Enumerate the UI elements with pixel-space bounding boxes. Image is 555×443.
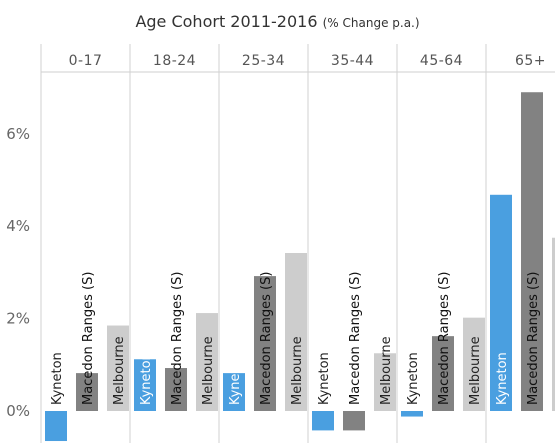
chart-title-subtitle: (% Change p.a.) <box>322 16 420 30</box>
bar-melbourne-45-64 <box>463 317 485 411</box>
bar-macedon-ranges-s--45-64 <box>432 336 454 411</box>
panel-header-label: 35-44 <box>331 53 374 69</box>
bar-series-label: Kyneton <box>228 352 243 405</box>
panel-header-label: 0-17 <box>69 53 103 69</box>
panel-25-34: 25-34 Kyneton Macedon Ranges (S) Melbourne <box>218 44 307 443</box>
bar-series-label: Kyneton <box>495 352 510 405</box>
bar-macedon-ranges-s--18-24 <box>165 368 187 411</box>
bar-series-label: Melbourne <box>112 336 127 405</box>
bar-macedon-ranges-s--25-34 <box>254 276 276 411</box>
bar-macedon-ranges-s--35-44 <box>343 411 365 431</box>
panel-0-17: 0-17 Kyneton Macedon Ranges (S) Melbourne <box>40 44 129 443</box>
panel-18-24: 18-24 Kyneton Macedon Ranges (S) Melbourne <box>129 44 218 443</box>
panel-header-label: 25-34 <box>242 53 285 69</box>
bar-series-label: Macedon Ranges (S) <box>259 272 274 405</box>
y-tick-label: 0% <box>6 402 30 420</box>
bar-kyneton-45-64 <box>401 411 423 417</box>
bar-melbourne-25-34 <box>285 252 307 411</box>
y-tick-label: 4% <box>6 217 30 235</box>
bar-kyneton-65+ <box>490 194 512 411</box>
panel-header-label: 45-64 <box>420 53 463 69</box>
bar-series-label: Kyneton <box>406 352 421 405</box>
panel-header-label: 18-24 <box>153 53 196 69</box>
y-axis: 0% 2% 4% 6% <box>6 125 30 420</box>
bar-melbourne-35-44 <box>374 353 396 411</box>
bar-series-label: Melbourne <box>290 336 305 405</box>
bar-kyneton-18-24 <box>134 359 156 411</box>
panel-35-44: 35-44 Kyneton Macedon Ranges (S) Melbourne <box>307 44 396 443</box>
bar-series-label: Macedon Ranges (S) <box>81 272 96 405</box>
bar-series-label: Kyneton <box>139 352 154 405</box>
bar-series-label: Melbourne <box>201 336 216 405</box>
bar-series-label: Melbourne <box>379 336 394 405</box>
bar-macedon-ranges-s--65+ <box>521 92 543 411</box>
bar-kyneton-0-17 <box>45 411 67 442</box>
bar-series-label: Kyneton <box>50 352 65 405</box>
panel-header-label: 65+ <box>515 53 546 69</box>
bar-melbourne-18-24 <box>196 313 218 411</box>
y-tick-label: 6% <box>6 125 30 143</box>
y-tick-label: 2% <box>6 310 30 328</box>
bar-macedon-ranges-s--0-17 <box>76 373 98 411</box>
chart-title: Age Cohort 2011-2016 (% Change p.a.) <box>0 12 555 31</box>
bar-melbourne-65+ <box>552 237 555 411</box>
bar-melbourne-0-17 <box>107 325 129 411</box>
bar-kyneton-35-44 <box>312 411 334 431</box>
panel-45-64: 45-64 Kyneton Macedon Ranges (S) Melbourne <box>396 44 485 443</box>
bar-series-label: Macedon Ranges (S) <box>437 272 452 405</box>
bar-kyneton-25-34 <box>223 373 245 411</box>
bar-series-label: Macedon Ranges (S) <box>348 272 363 405</box>
bar-series-label: Macedon Ranges (S) <box>170 272 185 405</box>
bar-series-label: Melbourne <box>468 336 483 405</box>
chart-title-main: Age Cohort 2011-2016 <box>135 12 318 31</box>
bar-series-label: Kyneton <box>317 352 332 405</box>
bar-series-label: Macedon Ranges (S) <box>526 272 541 405</box>
